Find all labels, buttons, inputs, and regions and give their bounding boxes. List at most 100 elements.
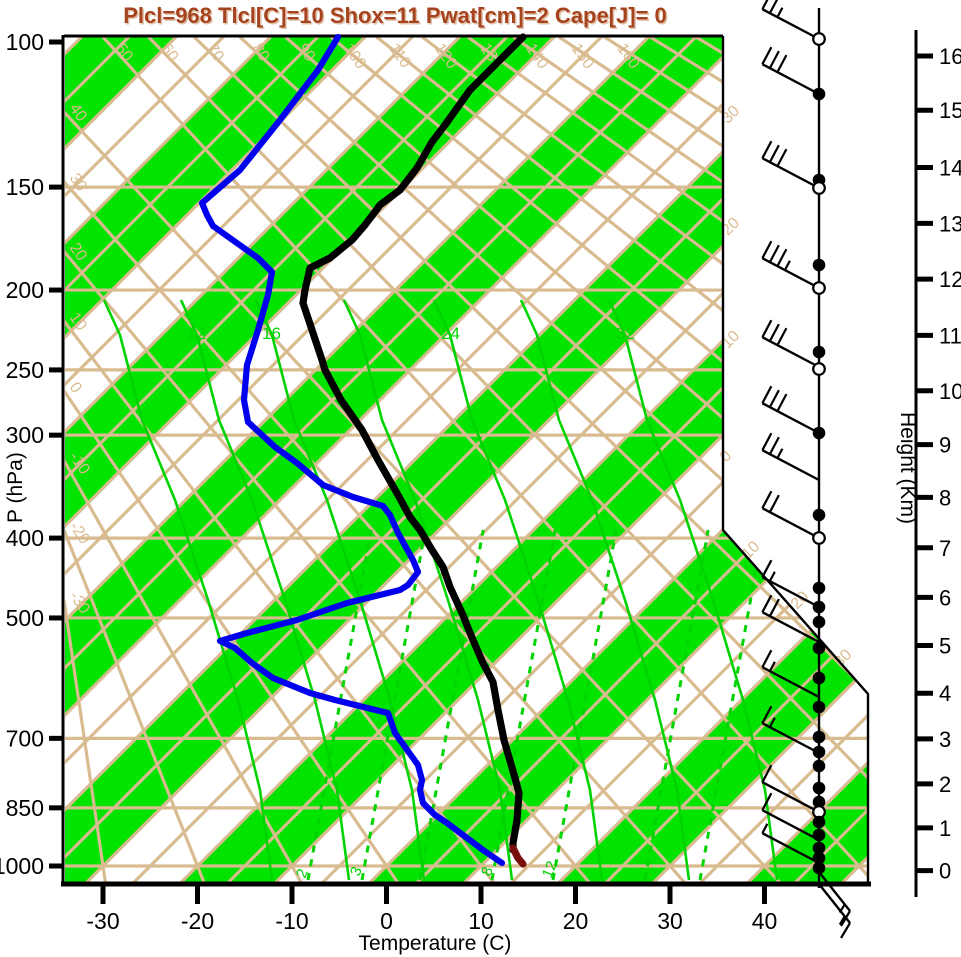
pressure-axis-title: P (hPa) [4, 452, 27, 523]
height-tick-label: 16 [939, 44, 961, 69]
wind-station-dot [812, 861, 826, 875]
wind-station-circle [812, 531, 826, 545]
wind-station-dot [812, 258, 826, 272]
height-tick-label: 6 [939, 585, 951, 610]
wind-barb [761, 559, 820, 609]
wind-barb [818, 883, 851, 939]
height-tick-label: 5 [939, 633, 951, 658]
plot-frame [61, 34, 871, 887]
height-tick-label: 0 [939, 859, 951, 884]
height-tick-label: 12 [939, 267, 961, 292]
pressure-tick-label: 300 [6, 422, 44, 448]
temperature-tick-label: 20 [563, 908, 589, 934]
chart-title: Plcl=968 Tlcl[C]=10 Shox=11 Pwat[cm]=2 C… [123, 3, 667, 28]
wind-barb [761, 240, 820, 290]
mixing-ratio-label: 12 [539, 859, 561, 881]
sounding-profiles [198, 33, 527, 868]
wind-station-dot [812, 508, 826, 522]
wind-station-dot [812, 745, 826, 759]
mixing-ratio-label: 2 [293, 866, 312, 880]
wind-station-dot [812, 759, 826, 773]
dry-adiabat-label: 110 [385, 41, 414, 72]
wind-station-dot [812, 781, 826, 795]
pressure-tick-label: 200 [6, 277, 44, 303]
wind-station-dot [812, 828, 826, 842]
wind-station-dot [812, 87, 826, 101]
wind-station-circle [812, 281, 826, 295]
height-axis-title: Height (Km) [896, 412, 919, 524]
temperature-tick-label: 0 [380, 908, 393, 934]
moist-adiabat-label: 24 [441, 324, 460, 343]
temperature-tick-label: -20 [181, 908, 214, 934]
mixing-ratio-lines [306, 529, 765, 881]
height-tick-label: 11 [939, 323, 961, 348]
wind-barb-column [761, 0, 851, 939]
wind-barb [761, 0, 820, 41]
temperature-tick-label: 30 [657, 908, 683, 934]
height-tick-label: 7 [939, 536, 951, 561]
wind-station-circle [812, 181, 826, 195]
wind-station-circle [812, 32, 826, 46]
temperature-tick-label: -30 [86, 908, 119, 934]
pressure-tick-label: 150 [6, 174, 44, 200]
temperature-axis-title: Temperature (C) [359, 932, 512, 955]
wind-station-dot [812, 730, 826, 744]
wind-station-dot [812, 600, 826, 614]
pressure-tick-label: 250 [6, 357, 44, 383]
wind-barb [761, 319, 820, 369]
wind-station-dot [812, 426, 826, 440]
wind-barb [761, 705, 820, 755]
moist-adiabat-lines [102, 299, 779, 881]
wind-barb [761, 792, 820, 842]
wind-station-dot [812, 795, 826, 809]
pressure-tick-label: 400 [6, 525, 44, 551]
wind-station-dot [812, 851, 826, 865]
height-tick-label: 10 [939, 379, 961, 404]
pressure-tick-label: 850 [6, 795, 44, 821]
wind-station-dot [812, 700, 826, 714]
pressure-tick-label: 1000 [0, 853, 44, 879]
temperature-tick-label: -10 [275, 908, 308, 934]
height-tick-label: 13 [939, 211, 961, 236]
wind-barb [761, 764, 820, 814]
surface-parcel-tip [509, 844, 527, 868]
height-tick-label: 9 [939, 433, 951, 458]
wind-station-dot [812, 841, 826, 855]
wind-barb [761, 385, 820, 435]
wind-station-dot [812, 815, 826, 829]
pressure-axis: 100 150 200 250 300 400 500 700 850 1000 P (hPa) [0, 29, 64, 879]
height-tick-label: 14 [939, 155, 961, 180]
height-tick-label: 2 [939, 772, 951, 797]
isotherm-label: 0 [717, 447, 735, 465]
dry-adiabat-label: 70 [203, 41, 227, 65]
wind-station-dot [812, 581, 826, 595]
height-tick-label: 3 [939, 727, 951, 752]
pressure-tick-label: 100 [6, 29, 44, 55]
height-tick-label: 1 [939, 816, 951, 841]
temperature-axis: -30 -20 -10 0 10 20 30 40 Temperature (C) [86, 886, 777, 955]
wind-barb [761, 46, 820, 96]
temperature-tick-label: 40 [752, 908, 778, 934]
wind-station-dot [812, 615, 826, 629]
wind-barb [761, 823, 820, 865]
height-tick-label: 4 [939, 681, 951, 706]
dewpoint-curve [198, 33, 506, 867]
height-tick-label: 15 [939, 98, 961, 123]
wind-barb [761, 649, 820, 699]
temperature-tick-label: 10 [468, 908, 494, 934]
height-tick-label: 8 [939, 485, 951, 510]
wind-barb [761, 490, 820, 540]
pressure-tick-label: 700 [6, 725, 44, 751]
wind-station-circle [812, 362, 826, 376]
wind-barb [761, 594, 820, 644]
wind-station-dot [812, 671, 826, 685]
moist-adiabat-label: 12 [187, 324, 206, 343]
wind-station-dot [812, 641, 826, 655]
wind-barb [761, 140, 820, 190]
wind-barb [761, 432, 820, 482]
temperature-curve [299, 33, 527, 854]
moist-adiabat-label: 32 [616, 324, 635, 343]
